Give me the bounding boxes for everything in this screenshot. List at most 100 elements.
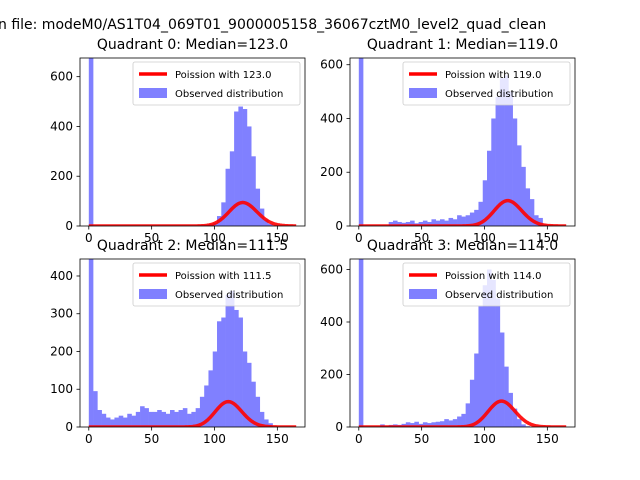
histogram-bar (152, 411, 158, 427)
histogram-bar (110, 419, 115, 427)
histogram-bar (512, 118, 518, 226)
histogram-bar (478, 306, 484, 427)
histogram-bar (131, 415, 137, 427)
figure-suptitle: n file: modeM0/AS1T04_069T01_9000005158_… (0, 17, 546, 33)
histogram-bar (452, 419, 458, 427)
histogram-bar (358, 259, 364, 427)
histogram-bar (410, 220, 415, 226)
y-tick-label: 300 (50, 307, 73, 321)
histogram-bar (251, 381, 256, 427)
histogram-bar (410, 423, 415, 427)
x-tick-label: 150 (266, 231, 289, 245)
histogram-bar (88, 259, 94, 427)
legend-box (132, 61, 301, 106)
histogram-bar (431, 219, 437, 226)
histogram-bar (234, 111, 239, 226)
histogram-bar (440, 219, 445, 226)
histogram-bar (422, 422, 428, 427)
legend-observed-label: Observed distribution (445, 89, 553, 100)
histogram-bar (178, 410, 184, 427)
histogram-bar (191, 411, 196, 427)
histogram-bar (474, 353, 479, 427)
legend-box (132, 262, 301, 307)
histogram-bar (461, 413, 466, 427)
histogram-bar (440, 421, 445, 427)
legend-poisson-label: Poission with 114.0 (445, 271, 541, 282)
histogram-bar (264, 419, 269, 427)
legend-observed-label: Observed distribution (445, 290, 553, 301)
histogram-bar (242, 351, 248, 427)
legend-observed-swatch (139, 289, 167, 299)
legend-poisson-label: Poission with 111.5 (175, 271, 271, 282)
histogram-bar (217, 321, 222, 427)
histogram-bar (221, 202, 226, 226)
histogram-bar (516, 419, 522, 427)
y-tick-label: 0 (65, 219, 73, 233)
legend-observed-swatch (139, 88, 167, 98)
panel-title: Quadrant 3: Median=114.0 (367, 238, 558, 254)
x-tick-label: 100 (203, 231, 226, 245)
panel-title: Quadrant 0: Median=123.0 (97, 37, 288, 53)
histogram-bar (422, 220, 428, 226)
histogram-bar (487, 269, 492, 427)
histogram-bar (174, 411, 179, 427)
y-tick-label: 200 (320, 165, 343, 179)
y-tick-label: 400 (320, 315, 343, 329)
histogram-bar (405, 221, 411, 226)
histogram-bar (521, 166, 526, 226)
histogram-bar (508, 392, 513, 427)
legend-observed-swatch (409, 88, 437, 98)
histogram-bar (97, 410, 102, 427)
histogram-bar (157, 410, 162, 427)
histogram-bar (469, 212, 475, 226)
histogram-bar (242, 109, 248, 226)
y-tick-label: 400 (320, 111, 343, 125)
histogram-bar (255, 396, 261, 427)
histogram-bar (388, 221, 394, 226)
y-tick-label: 600 (320, 263, 343, 277)
y-tick-label: 600 (320, 58, 343, 72)
legend-observed-label: Observed distribution (175, 290, 283, 301)
histogram-bar (148, 411, 154, 427)
histogram-bar (516, 145, 522, 226)
histogram-bar (187, 413, 192, 427)
histogram-bar (114, 417, 120, 427)
legend: Poission with 111.5 Observed distribution (132, 262, 301, 307)
panel-title: Quadrant 2: Median=111.5 (97, 238, 288, 254)
histogram-bar (397, 221, 402, 226)
histogram-bar (405, 422, 411, 427)
y-tick-label: 100 (50, 382, 73, 396)
histogram-bar (212, 351, 218, 427)
legend-observed-label: Observed distribution (175, 89, 283, 100)
legend-poisson-label: Poission with 123.0 (175, 70, 271, 81)
histogram-bar (457, 215, 462, 226)
histogram-bar (101, 413, 107, 427)
plot-area (358, 58, 567, 226)
histogram-bar (105, 417, 111, 427)
histogram-bar (255, 188, 261, 226)
panel-0: 0 50 100 150 0 200 400 600 Quadrant 0: Median=12… (50, 37, 306, 245)
x-tick-label: 50 (144, 231, 159, 245)
histogram-bar (140, 406, 145, 427)
x-tick-label: 150 (266, 432, 289, 446)
histogram-bar (504, 366, 509, 427)
panel-2: 0 50 100 150 0 100 200 300 400 Quadrant 2: Median… (50, 238, 306, 446)
histogram-bar (225, 168, 231, 226)
histogram-bar (435, 220, 441, 226)
x-tick-label: 150 (536, 231, 559, 245)
histogram-bar (238, 317, 243, 427)
histogram-bar (246, 362, 252, 427)
plot-area (358, 259, 567, 427)
panel-1: 0 50 100 150 0 200 400 600 Quadrant 1: Median=11… (320, 37, 576, 245)
histogram-bar (259, 411, 265, 427)
axes-frame (79, 258, 306, 428)
legend: Poission with 123.0 Observed distribution (132, 61, 301, 106)
histogram-bar (195, 408, 201, 427)
x-tick-label: 100 (473, 231, 496, 245)
histogram-bar (268, 224, 273, 226)
histogram-bar (469, 379, 475, 427)
histogram-bar (118, 415, 124, 427)
histogram-bar (487, 150, 492, 226)
histogram-bar (204, 385, 209, 427)
histogram-bar (161, 411, 167, 427)
